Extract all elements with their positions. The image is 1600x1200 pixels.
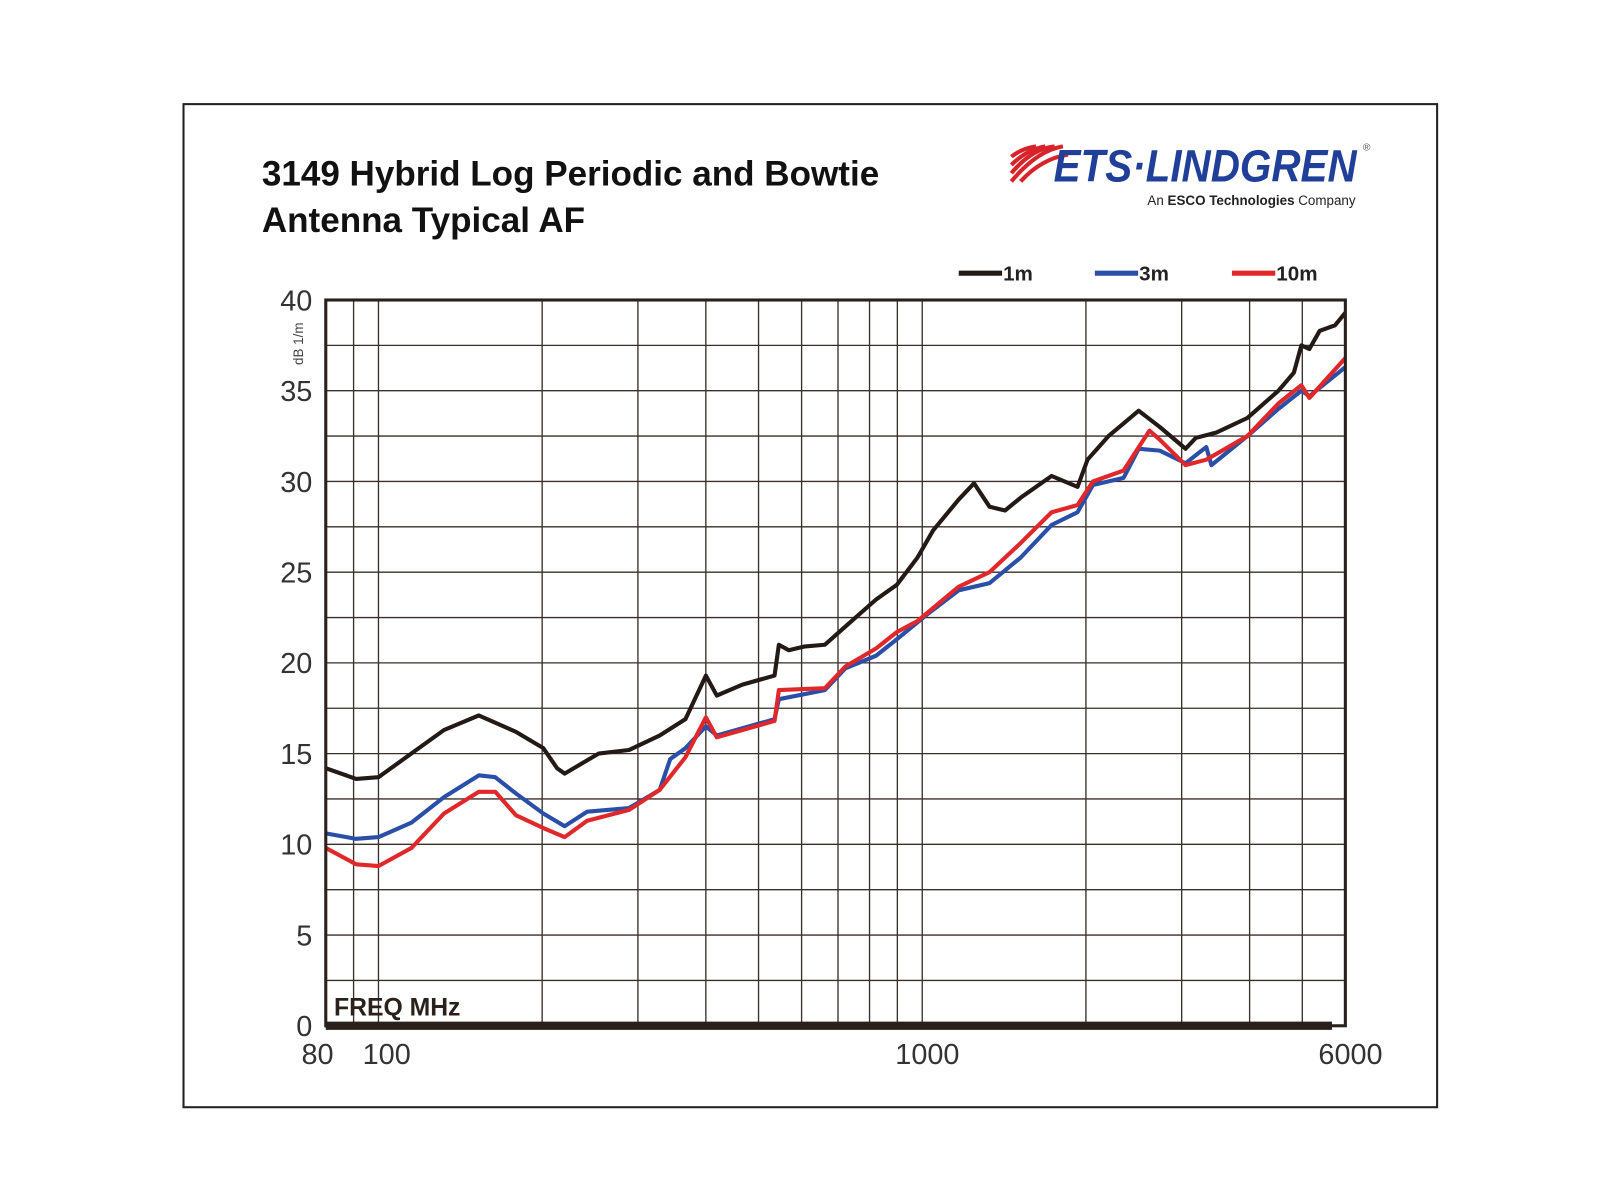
y-tick-label: 35 <box>280 376 312 408</box>
series-line-1m <box>325 311 1347 782</box>
y-tick-label: 5 <box>296 920 312 952</box>
x-tick-label: 80 <box>301 1039 333 1071</box>
legend-label-10m: 10m <box>1276 262 1317 285</box>
series-lines <box>324 311 1347 869</box>
tagline-bold: ESCO Technologies <box>1168 193 1295 208</box>
x-tick-label: 6000 <box>1318 1039 1382 1071</box>
logo-registered: ® <box>1363 143 1371 154</box>
tagline-suffix: Company <box>1295 193 1356 208</box>
series-line-10m <box>324 356 1347 869</box>
y-axis-label: dB 1/m <box>291 323 306 365</box>
logo-brand: ETS·LINDGREN <box>1054 140 1358 191</box>
legend-label-3m: 3m <box>1139 262 1169 285</box>
ets-lindgren-logo: ETS·LINDGREN ® An ESCO Technologies Comp… <box>1009 140 1371 208</box>
logo-tagline: An ESCO Technologies Company <box>1147 193 1355 208</box>
tagline-prefix: An <box>1147 193 1167 208</box>
y-tick-label: 0 <box>296 1011 312 1043</box>
x-axis-label: FREQ MHz <box>334 994 460 1021</box>
y-tick-label: 10 <box>280 830 312 862</box>
wave-logo-icon <box>1009 144 1069 183</box>
x-tick-label: 100 <box>363 1039 411 1071</box>
y-tick-label: 30 <box>280 467 312 499</box>
legend: 1m 3m 10m <box>958 262 1318 285</box>
y-tick-label: 15 <box>280 739 312 771</box>
chart-frame <box>182 103 1439 1109</box>
y-tick-label: 20 <box>280 648 312 680</box>
y-tick-label: 25 <box>280 557 312 589</box>
legend-label-1m: 1m <box>1003 262 1033 285</box>
chart-title-line2: Antenna Typical AF <box>262 201 585 240</box>
chart-title-line1: 3149 Hybrid Log Periodic and Bowtie <box>262 155 879 194</box>
x-tick-label: 1000 <box>895 1039 959 1071</box>
axes: 0 5 10 15 20 25 30 35 40 80 100 1000 6000 <box>280 285 1382 1071</box>
y-tick-label: 40 <box>280 285 312 317</box>
